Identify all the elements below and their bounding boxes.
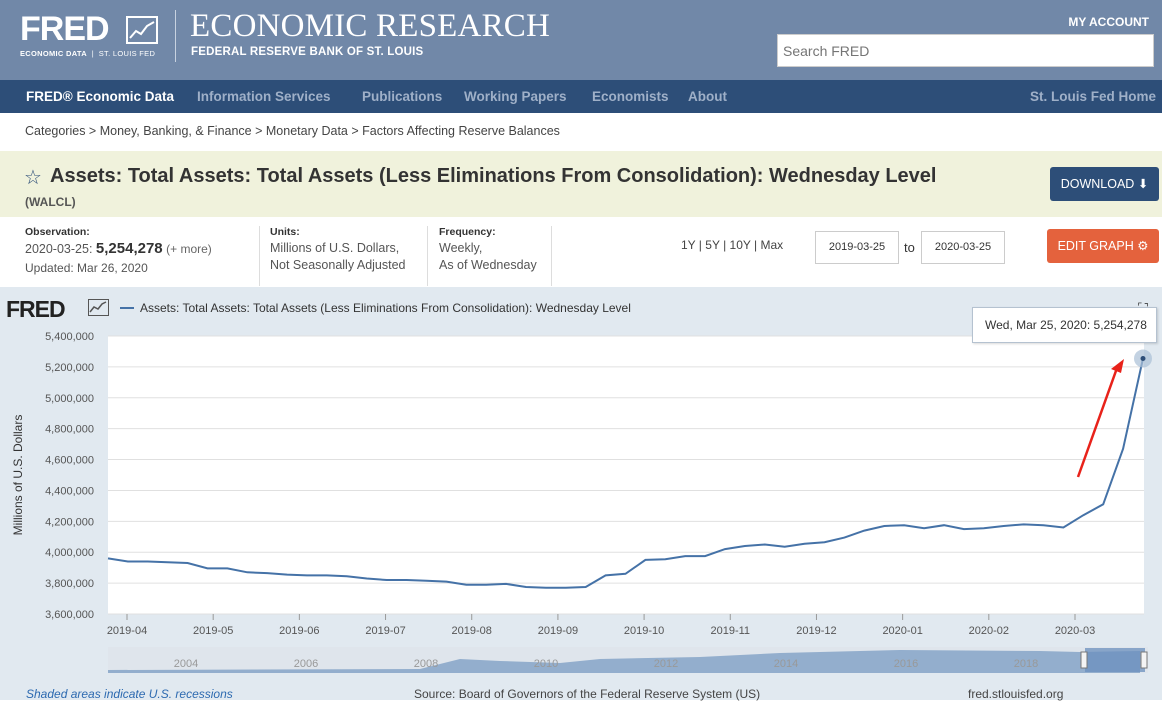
y-tick-label: 4,400,000 — [45, 485, 94, 497]
x-tick-label: 2020-03 — [1055, 625, 1095, 637]
navigator-year-label: 2010 — [534, 658, 558, 670]
x-tick-label: 2019-06 — [279, 625, 319, 637]
meta-divider — [427, 226, 428, 286]
nav-about[interactable]: About — [688, 89, 727, 104]
my-account-link[interactable]: MY ACCOUNT — [1068, 15, 1149, 29]
y-tick-label: 4,200,000 — [45, 516, 94, 528]
logo-graph-icon — [126, 16, 158, 44]
meta-divider — [551, 226, 552, 286]
y-tick-label: 4,600,000 — [45, 455, 94, 467]
y-tick-label: 5,000,000 — [45, 393, 94, 405]
nav-publications[interactable]: Publications — [362, 89, 442, 104]
main-nav: FRED® Economic Data Information Services… — [0, 80, 1162, 113]
updated-date: Updated: Mar 26, 2020 — [25, 261, 212, 275]
y-tick-label: 3,600,000 — [45, 609, 94, 621]
y-axis-label: Millions of U.S. Dollars — [11, 415, 25, 536]
navigator-year-label: 2014 — [774, 658, 798, 670]
meta-divider — [259, 226, 260, 286]
frequency-block: Frequency: Weekly, As of Wednesday — [439, 226, 537, 274]
navigator-handle-left[interactable] — [1081, 652, 1087, 668]
y-tick-label: 5,200,000 — [45, 362, 94, 374]
obs-value: 5,254,278 — [96, 240, 163, 257]
x-tick-label: 2019-05 — [193, 625, 233, 637]
units-block: Units: Millions of U.S. Dollars, Not Sea… — [270, 226, 406, 274]
navigator-year-label: 2012 — [654, 658, 678, 670]
site-header: FRED ECONOMIC DATA | ST. LOUIS FED ECONO… — [0, 0, 1162, 80]
obs-date: 2020-03-25: — [25, 242, 92, 256]
y-tick-label: 4,000,000 — [45, 547, 94, 559]
x-tick-label: 2019-10 — [624, 625, 664, 637]
range-buttons: 1Y | 5Y | 10Y | Max — [681, 238, 783, 252]
star-icon[interactable]: ☆ — [24, 165, 42, 190]
edit-graph-button[interactable]: EDIT GRAPH ⚙ — [1047, 229, 1159, 263]
header-divider — [175, 10, 176, 62]
x-tick-label: 2019-11 — [710, 625, 750, 637]
breadcrumb-factors[interactable]: Factors Affecting Reserve Balances — [362, 124, 560, 138]
logo-wordmark: FRED — [20, 12, 109, 46]
y-tick-label: 5,400,000 — [45, 331, 94, 343]
observation-block: Observation: 2020-03-25: 5,254,278 (+ mo… — [25, 226, 212, 275]
source-note: Source: Board of Governors of the Federa… — [414, 687, 760, 701]
range-5y[interactable]: 5Y — [705, 238, 719, 252]
range-10y[interactable]: 10Y — [730, 238, 751, 252]
end-date-input[interactable]: 2020-03-25 — [921, 231, 1005, 264]
range-max[interactable]: Max — [760, 238, 783, 252]
gear-icon: ⚙ — [1137, 239, 1148, 253]
fred-url[interactable]: fred.stlouisfed.org — [968, 687, 1063, 701]
x-tick-label: 2020-02 — [969, 625, 1009, 637]
navigator-year-label: 2008 — [414, 658, 438, 670]
search-input[interactable] — [777, 34, 1154, 67]
chart-svg[interactable]: 3,600,000 3,800,000 4,000,000 4,200,000 4,40… — [0, 287, 1162, 700]
x-tick-label: 2019-08 — [452, 625, 492, 637]
x-tick-label: 2020-01 — [882, 625, 922, 637]
nav-information-services[interactable]: Information Services — [197, 89, 331, 104]
x-tick-label: 2019-04 — [107, 625, 147, 637]
nav-st-louis-fed-home[interactable]: St. Louis Fed Home — [1030, 89, 1156, 104]
breadcrumb-money-banking[interactable]: Money, Banking, & Finance — [100, 124, 252, 138]
breadcrumb-monetary-data[interactable]: Monetary Data — [266, 124, 348, 138]
fred-logo[interactable]: FRED ECONOMIC DATA | ST. LOUIS FED — [20, 12, 165, 64]
breadcrumb: Categories > Money, Banking, & Finance >… — [25, 124, 560, 138]
navigator-year-label: 2006 — [294, 658, 318, 670]
y-tick-label: 3,800,000 — [45, 578, 94, 590]
range-1y[interactable]: 1Y — [681, 238, 695, 252]
x-tick-label: 2019-12 — [796, 625, 836, 637]
nav-economists[interactable]: Economists — [592, 89, 669, 104]
y-tick-label: 4,800,000 — [45, 424, 94, 436]
logo-subtitle: ECONOMIC DATA | ST. LOUIS FED — [20, 49, 155, 58]
download-button[interactable]: DOWNLOAD ⬇ — [1050, 167, 1159, 201]
breadcrumb-categories[interactable]: Categories — [25, 124, 85, 138]
series-id: (WALCL) — [25, 195, 76, 209]
site-title[interactable]: ECONOMIC RESEARCH — [190, 8, 550, 45]
data-tooltip: Wed, Mar 25, 2020: 5,254,278 — [972, 307, 1157, 343]
to-label: to — [904, 240, 915, 255]
recession-note-link[interactable]: Shaded areas indicate U.S. recessions — [26, 687, 233, 701]
x-tick-label: 2019-09 — [538, 625, 578, 637]
navigator-year-label: 2016 — [894, 658, 918, 670]
navigator-handle-right[interactable] — [1141, 652, 1147, 668]
nav-fred-economic-data[interactable]: FRED® Economic Data — [26, 89, 174, 104]
x-tick-label: 2019-07 — [365, 625, 405, 637]
series-title: Assets: Total Assets: Total Assets (Less… — [50, 165, 936, 188]
start-date-input[interactable]: 2019-03-25 — [815, 231, 899, 264]
navigator-selection[interactable] — [1085, 648, 1145, 672]
nav-working-papers[interactable]: Working Papers — [464, 89, 567, 104]
hover-point[interactable] — [1141, 356, 1146, 361]
download-icon: ⬇ — [1138, 177, 1148, 191]
obs-more-link[interactable]: (+ more) — [166, 242, 212, 256]
site-subtitle: FEDERAL RESERVE BANK OF ST. LOUIS — [191, 46, 423, 58]
navigator-year-label: 2018 — [1014, 658, 1038, 670]
navigator-year-label: 2004 — [174, 658, 198, 670]
